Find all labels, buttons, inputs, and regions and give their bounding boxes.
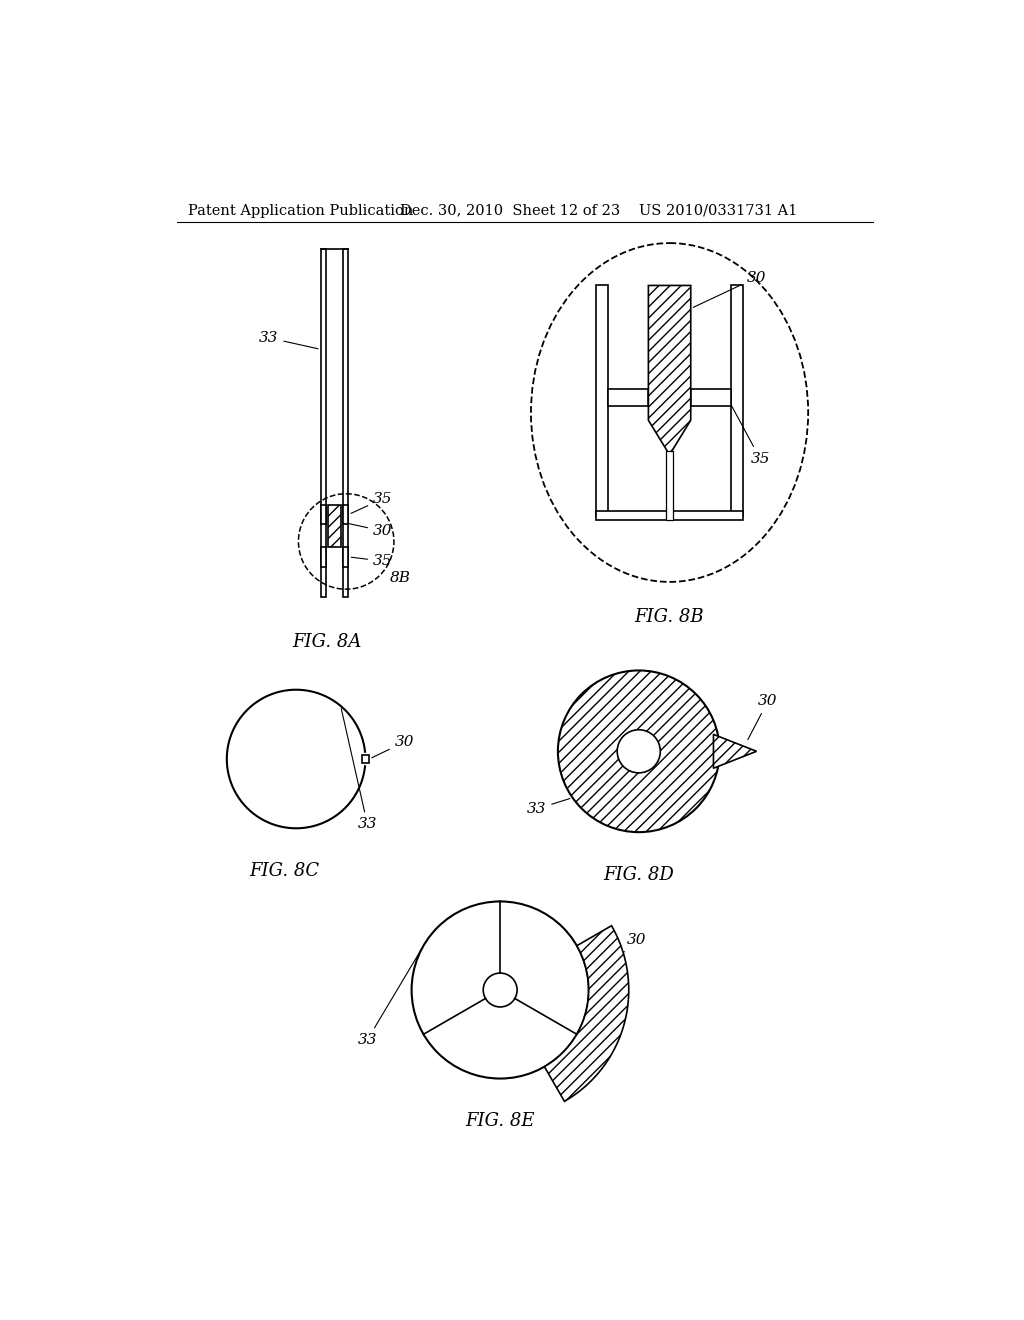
Text: 30: 30: [372, 735, 414, 758]
Bar: [321, 249, 326, 597]
Text: 8B: 8B: [390, 570, 411, 585]
Polygon shape: [648, 285, 691, 455]
Circle shape: [412, 902, 589, 1078]
Bar: [608, 389, 648, 407]
Text: 33: 33: [341, 709, 377, 832]
Text: 35: 35: [729, 400, 770, 466]
Text: 35: 35: [351, 554, 392, 568]
Bar: [343, 548, 348, 566]
Text: 30: 30: [604, 933, 647, 970]
Bar: [321, 506, 326, 524]
Bar: [343, 506, 348, 524]
Text: 33: 33: [259, 331, 318, 348]
Polygon shape: [545, 925, 629, 1101]
Circle shape: [617, 730, 660, 774]
Text: 33: 33: [527, 799, 570, 816]
Text: Dec. 30, 2010  Sheet 12 of 23: Dec. 30, 2010 Sheet 12 of 23: [400, 203, 621, 218]
Text: Patent Application Publication: Patent Application Publication: [188, 203, 414, 218]
Text: 30: 30: [693, 271, 766, 308]
Bar: [329, 506, 341, 548]
Bar: [596, 511, 742, 520]
Text: US 2010/0331731 A1: US 2010/0331731 A1: [639, 203, 797, 218]
Text: 35: 35: [351, 492, 392, 513]
Text: FIG. 8B: FIG. 8B: [635, 607, 705, 626]
Bar: [596, 285, 608, 516]
Text: 30: 30: [748, 694, 777, 739]
Text: FIG. 8E: FIG. 8E: [466, 1111, 535, 1130]
Bar: [343, 249, 348, 597]
Text: FIG. 8A: FIG. 8A: [292, 634, 361, 651]
Bar: [666, 451, 673, 520]
Circle shape: [483, 973, 517, 1007]
Text: 33: 33: [357, 948, 422, 1047]
Text: FIG. 8C: FIG. 8C: [250, 862, 319, 879]
Polygon shape: [714, 734, 757, 768]
Bar: [691, 389, 731, 407]
Bar: [731, 285, 742, 516]
Bar: [361, 755, 370, 763]
Text: 30: 30: [343, 523, 392, 539]
Bar: [321, 548, 326, 566]
Text: FIG. 8D: FIG. 8D: [603, 866, 674, 883]
Circle shape: [558, 671, 720, 832]
